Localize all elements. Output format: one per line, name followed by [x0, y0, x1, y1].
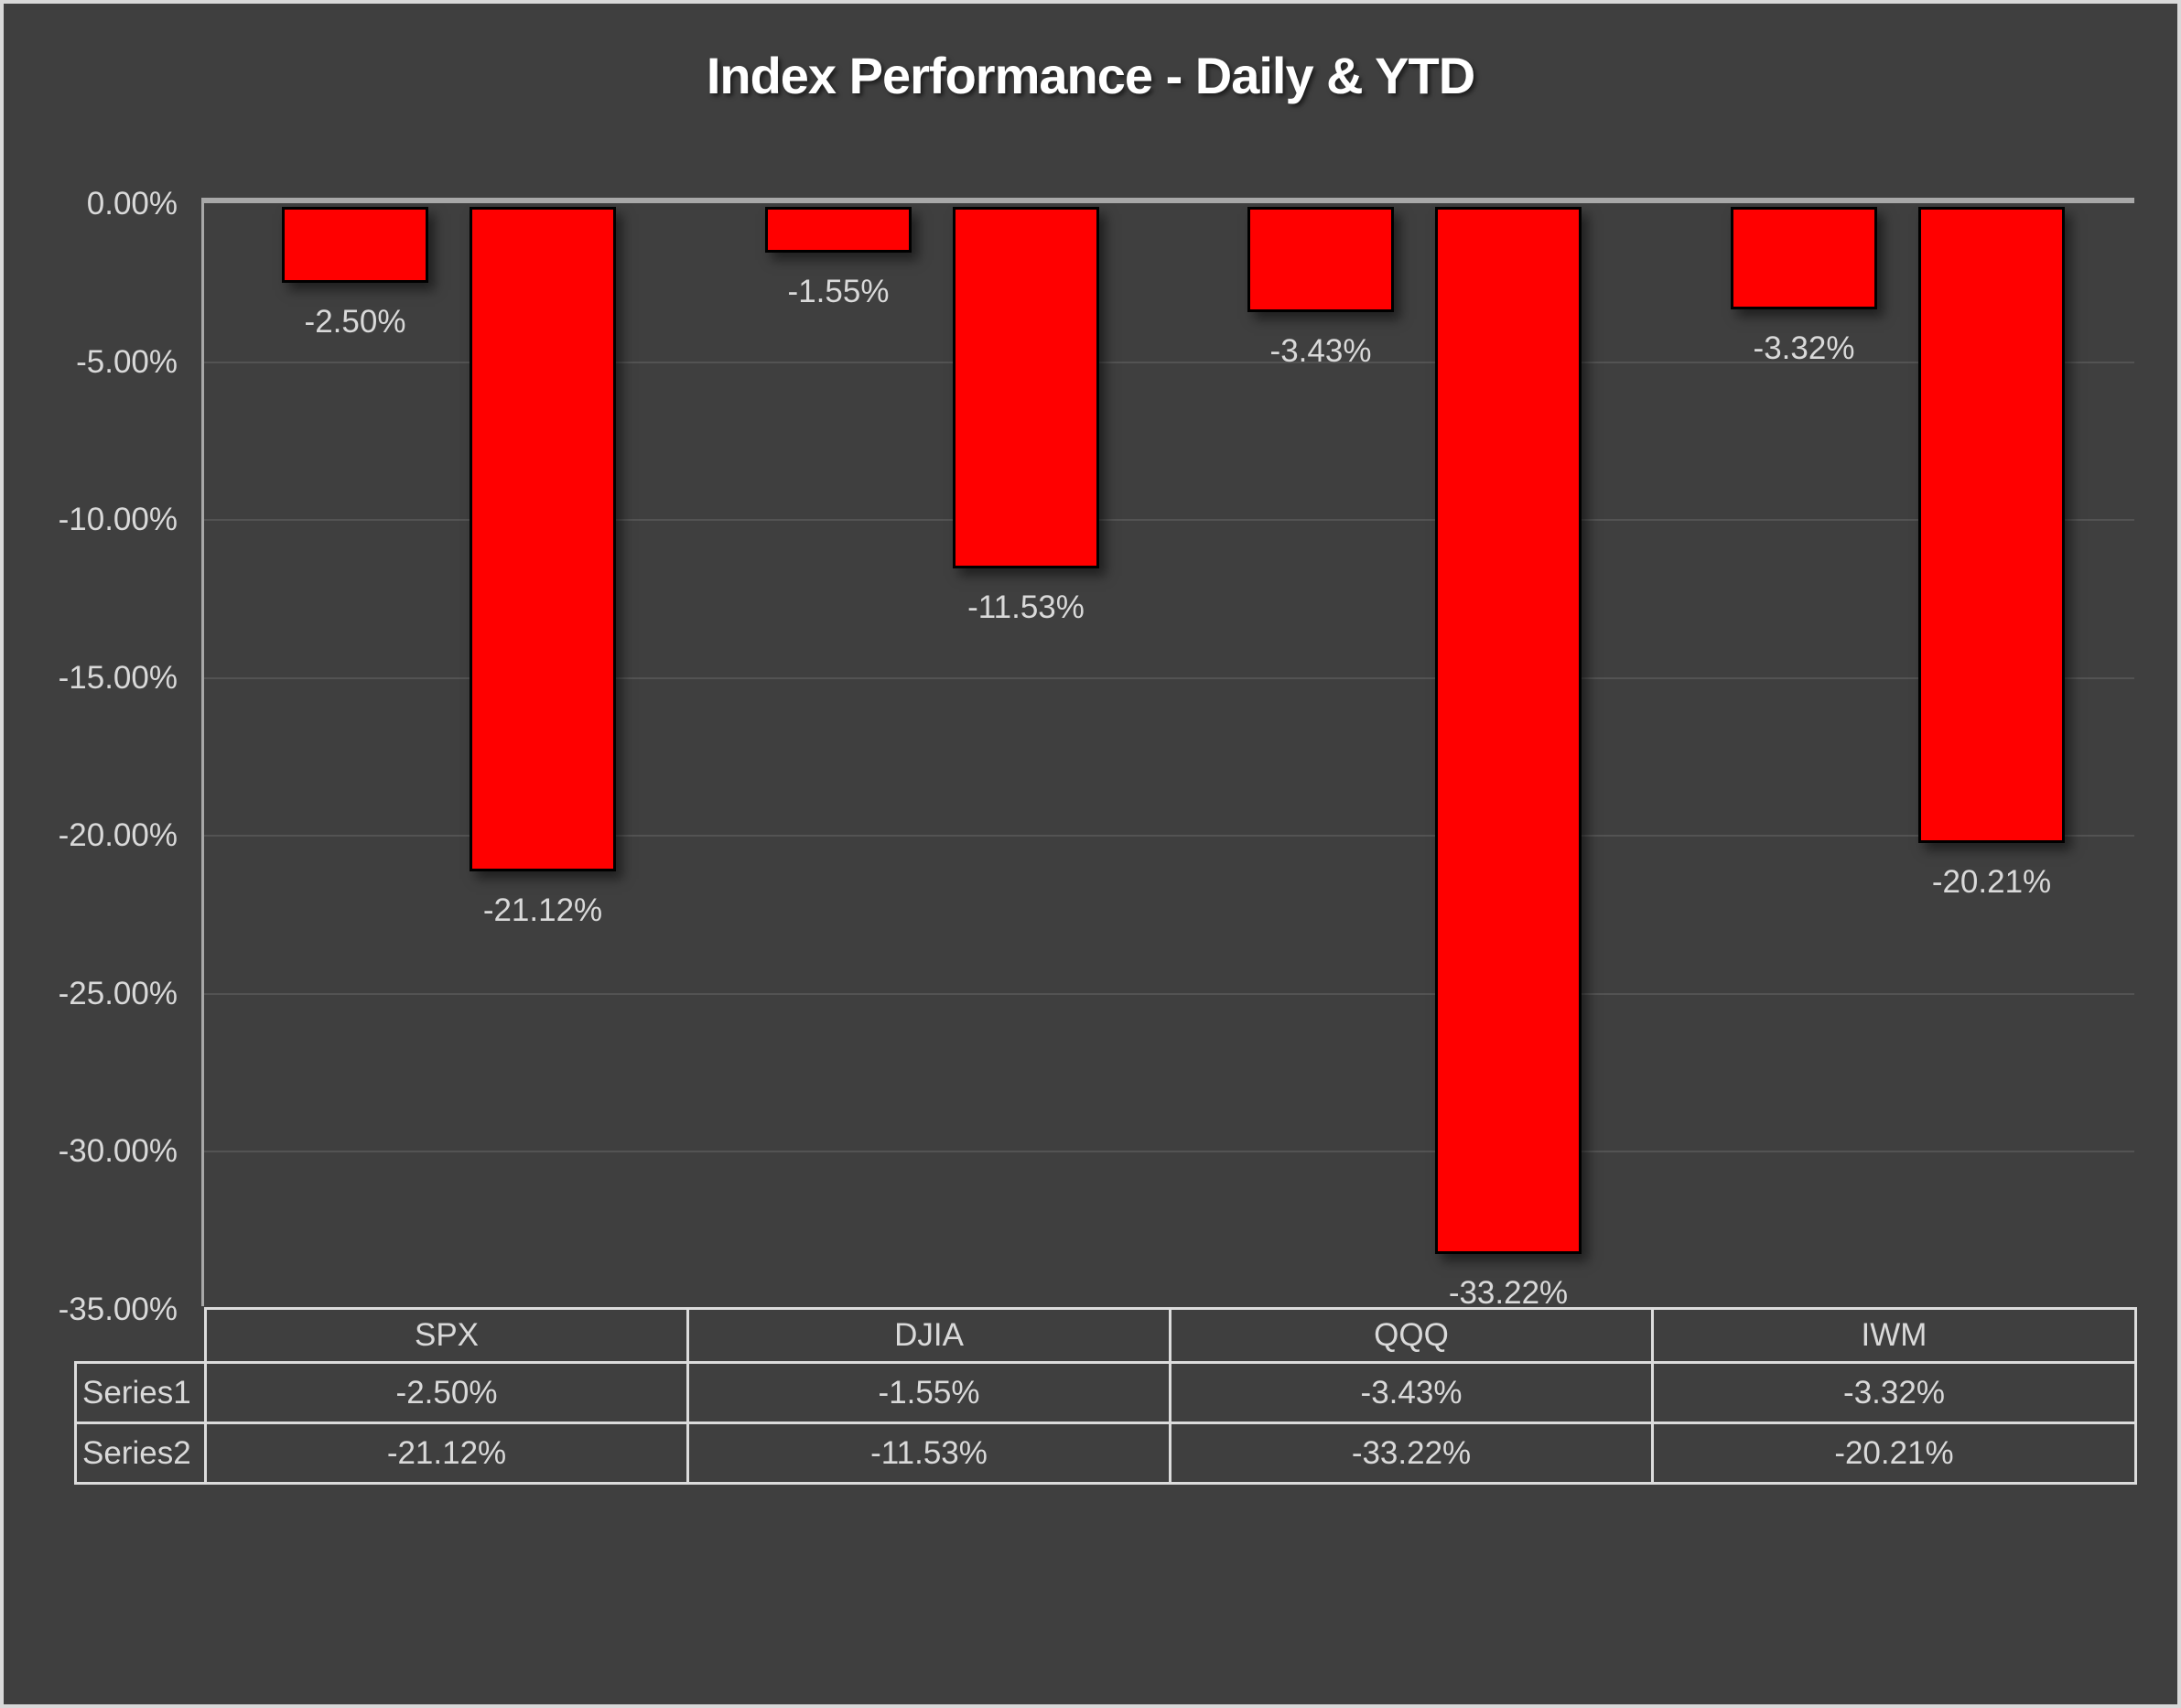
- bar-qqq-series2: [1435, 207, 1582, 1254]
- y-axis-tick-label: -5.00%: [76, 343, 178, 380]
- bar-value-label: -2.50%: [304, 304, 406, 340]
- y-axis-tick-label: -30.00%: [58, 1133, 178, 1170]
- table-header-cell: QQQ: [1169, 1307, 1654, 1364]
- table-series-name: Series2: [74, 1422, 207, 1485]
- bar-value-label: -33.22%: [1448, 1275, 1569, 1311]
- y-axis-line: [201, 198, 204, 1306]
- data-table-wrap: SPX DJIA QQQ IWM Series1 -2.50% -1.55% -3.43% -3…: [74, 1307, 2137, 1485]
- table-value-cell: -11.53%: [686, 1422, 1171, 1485]
- bar-value-label: -1.55%: [787, 274, 890, 309]
- table-value-cell: -33.22%: [1169, 1422, 1654, 1485]
- gridline: [203, 519, 2134, 522]
- y-axis-tick-label: -25.00%: [58, 975, 178, 1011]
- y-axis-tick-label: -10.00%: [58, 502, 178, 538]
- gridline: [203, 835, 2134, 838]
- x-axis-line: [203, 198, 2134, 203]
- gridline: [203, 361, 2134, 363]
- bar-value-label: -20.21%: [1931, 864, 2052, 900]
- table-header-cell: SPX: [204, 1307, 689, 1364]
- table-value-cell: -21.12%: [204, 1422, 689, 1485]
- bar-value-label: -21.12%: [482, 892, 603, 928]
- gridline: [203, 1151, 2134, 1153]
- table-value-cell: -20.21%: [1651, 1422, 2137, 1485]
- table-value-cell: -1.55%: [686, 1361, 1171, 1424]
- gridline: [203, 992, 2134, 995]
- table-header-cell: IWM: [1651, 1307, 2137, 1364]
- table-corner-cell: [76, 1309, 206, 1363]
- bar-iwm-series2: [1918, 207, 2065, 843]
- plot-area: 0.00% -5.00% -10.00% -15.00% -20.00% -25.00% -…: [4, 4, 2177, 1704]
- table-series-name: Series1: [74, 1361, 207, 1424]
- table-value-cell: -3.32%: [1651, 1361, 2137, 1424]
- bar-value-label: -3.43%: [1269, 333, 1372, 369]
- chart-data-table: SPX DJIA QQQ IWM Series1 -2.50% -1.55% -3.43% -3…: [74, 1307, 2137, 1485]
- bar-djia-series1: [765, 207, 912, 253]
- y-axis-tick-label: -35.00%: [58, 1292, 178, 1327]
- y-axis-tick-label: 0.00%: [86, 186, 178, 222]
- y-axis-tick-label: -15.00%: [58, 659, 178, 696]
- table-value-cell: -2.50%: [204, 1361, 689, 1424]
- y-axis-tick-label: -20.00%: [58, 817, 178, 854]
- chart-title: Index Performance - Daily & YTD: [706, 47, 1475, 104]
- bar-value-label: -3.32%: [1753, 330, 1855, 366]
- table-header-cell: DJIA: [686, 1307, 1171, 1364]
- bar-djia-series2: [953, 207, 1099, 568]
- bar-spx-series2: [470, 207, 616, 871]
- bar-qqq-series1: [1247, 207, 1394, 312]
- bar-value-label: -11.53%: [967, 589, 1085, 625]
- bar-iwm-series1: [1731, 207, 1877, 309]
- gridline: [203, 676, 2134, 679]
- bar-spx-series1: [282, 207, 428, 283]
- table-value-cell: -3.43%: [1169, 1361, 1654, 1424]
